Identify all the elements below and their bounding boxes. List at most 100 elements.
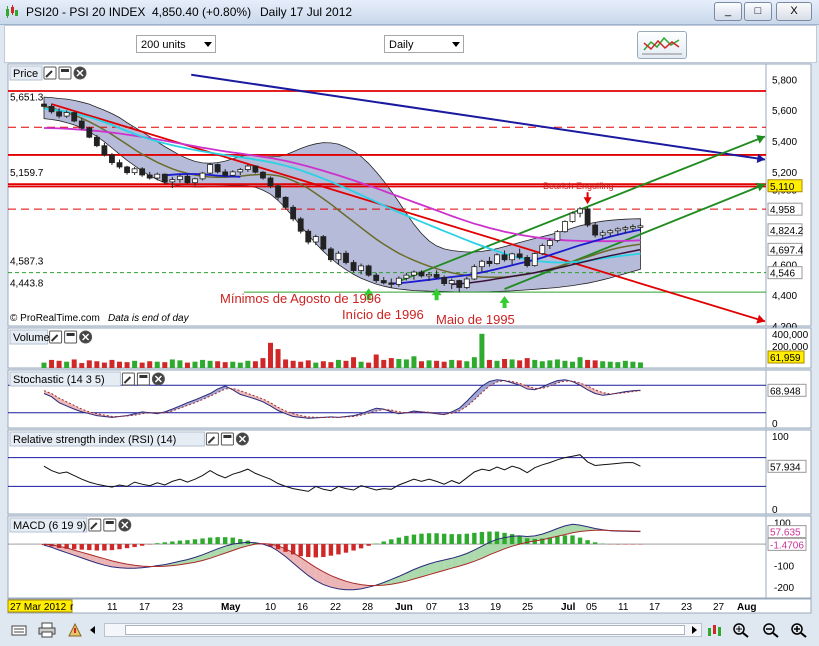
x-axis-tick-label: r (70, 602, 74, 613)
volume-bar (592, 360, 598, 368)
volume-bar (275, 349, 281, 368)
price-value-tag-bg (767, 179, 803, 193)
printer-icon[interactable] (38, 622, 56, 638)
macd-line (43, 523, 641, 591)
left-level-label-3: 4,443.8 (10, 278, 44, 289)
rsi-value-tag: 57.934 (770, 462, 801, 473)
scroll-left-icon[interactable] (84, 622, 102, 638)
chevron-down-icon (204, 42, 212, 47)
macd-fill (323, 571, 331, 588)
volume-bar (411, 356, 417, 368)
candle-body (546, 240, 553, 246)
volume-bar (222, 362, 228, 368)
volume-bar (524, 358, 530, 368)
close-button[interactable]: X (776, 2, 812, 21)
macd-histogram-bar (155, 543, 160, 545)
macd-histogram-bar (592, 542, 598, 545)
volume-bar (464, 361, 470, 368)
chart-type-icon[interactable] (706, 622, 724, 638)
candle-body (305, 230, 312, 243)
macd-histogram-bar (570, 535, 575, 545)
indicators-icon (642, 36, 682, 55)
x-axis-tick-label: 22 (330, 602, 342, 613)
volume-bar (245, 360, 251, 368)
volume-bar (79, 363, 85, 368)
volume-bar (290, 360, 296, 368)
x-axis-tick-label: 27 (713, 602, 725, 613)
interval-select[interactable]: Daily (384, 35, 464, 53)
macd-fill (383, 579, 392, 586)
candle-body (622, 227, 629, 230)
candle-body (456, 280, 463, 288)
stochastic-value-tag-bg (767, 383, 807, 397)
candle-body (509, 253, 516, 261)
stochastic-fill (179, 402, 188, 409)
x-axis-tick-label: 25 (522, 602, 534, 613)
scrollbar-thumb[interactable] (125, 625, 685, 635)
macd-histogram-bar (381, 541, 386, 545)
zoom-in-icon[interactable] (790, 622, 808, 638)
volume-bar (343, 360, 349, 368)
stochastic-fill (270, 402, 279, 411)
volume-bar (41, 362, 47, 368)
volume-bar (252, 361, 258, 368)
candle-body (124, 166, 130, 174)
candle-body (101, 145, 108, 156)
wrench-icon (205, 432, 219, 446)
macd-histogram-bar (230, 537, 235, 545)
wrench-stroke (123, 376, 132, 384)
candle-body (471, 266, 478, 280)
candle-body (214, 164, 221, 173)
candle-body (403, 274, 410, 279)
maximize-button[interactable]: □ (744, 2, 772, 21)
zoom-out-icon[interactable] (762, 622, 780, 638)
scroll-right-icon[interactable] (685, 622, 703, 638)
macd-fill (564, 524, 573, 535)
volume-bar (630, 361, 636, 368)
price-value-tag: 4,958 (770, 205, 795, 216)
price-panel-label: Price (13, 68, 38, 80)
indicators-button[interactable] (637, 31, 687, 59)
macd-histogram-bar (343, 544, 349, 553)
rsi-panel-label-bg (9, 431, 205, 447)
volume-bar (86, 360, 92, 368)
time-scrollbar[interactable] (104, 623, 702, 637)
settings-icon[interactable] (66, 622, 84, 638)
units-select[interactable]: 200 units (136, 35, 216, 53)
macd-histogram-bar (358, 544, 364, 549)
volume-bar (607, 361, 613, 368)
macd-histogram-bar (404, 535, 409, 545)
stochastic-axis-tick-label: 0 (772, 419, 778, 430)
macd-histogram-bar (479, 531, 485, 545)
candle-body (48, 105, 55, 113)
macd-fill (474, 546, 482, 562)
macd-histogram-bar (517, 535, 522, 545)
macd-fill (346, 581, 354, 590)
wrench-icon (43, 66, 57, 80)
macd-fill (459, 553, 467, 567)
macd-fill (436, 560, 445, 573)
annotation-inicio-1996: Início de 1996 (342, 307, 424, 322)
volume-bar (169, 359, 175, 368)
macd-histogram-bar (328, 544, 334, 556)
volume-bar (147, 361, 153, 368)
channel-lower-line-arrow (756, 182, 766, 192)
stochastic-fill (202, 393, 211, 400)
print-preview-icon[interactable] (10, 622, 28, 638)
volume-value-tag: 61,959 (770, 353, 801, 364)
x-axis-tick-label: 16 (297, 602, 309, 613)
minimize-button[interactable]: _ (714, 2, 742, 21)
stochastic-fill (51, 393, 60, 403)
channel-upper-line-arrow (756, 134, 766, 144)
zoom-fit-icon[interactable] (732, 622, 750, 638)
candle-body (199, 172, 206, 180)
volume-bar (615, 362, 621, 368)
macd-histogram-bar (487, 531, 492, 545)
close-cross (154, 375, 162, 383)
candle-body (478, 260, 485, 268)
x-axis-tick-label: Jun (395, 602, 413, 613)
stochastic-fill (549, 380, 558, 387)
macd-axis-tick-label: 100 (774, 518, 791, 529)
candle-body (335, 252, 342, 261)
